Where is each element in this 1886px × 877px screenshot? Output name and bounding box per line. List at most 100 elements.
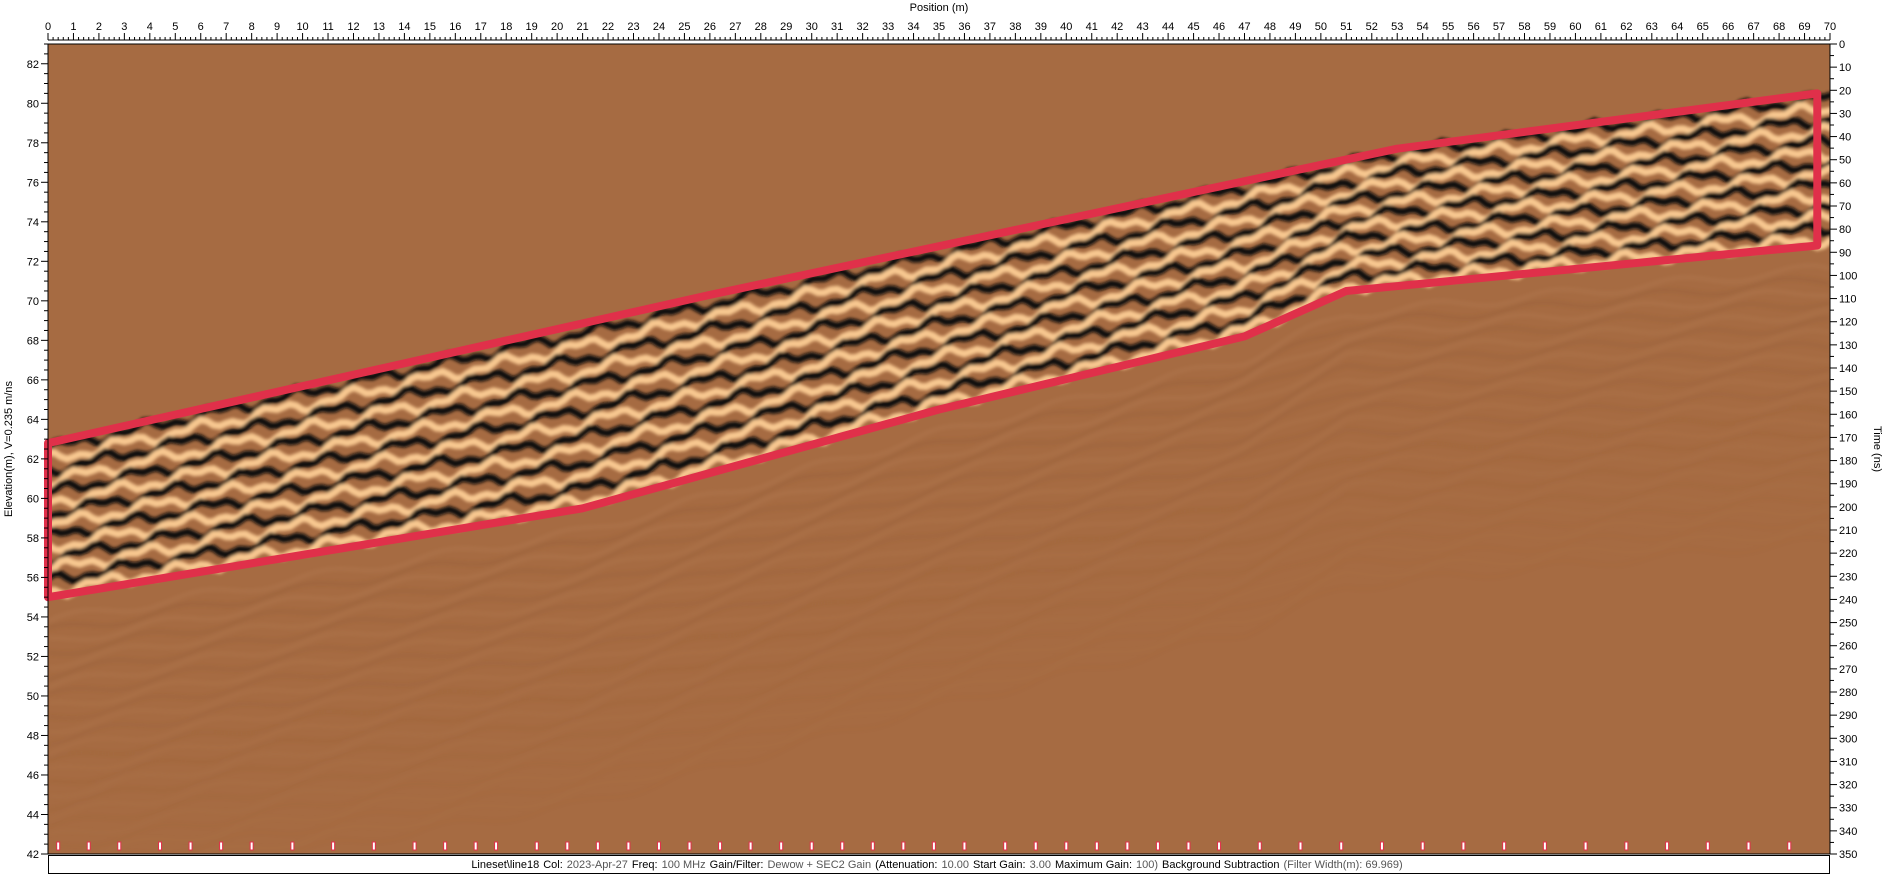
y-right-tick-label: 50 — [1839, 155, 1851, 167]
deep-reflection-line — [48, 484, 1830, 835]
deep-reflection-line — [287, 536, 1830, 854]
y-right-tick-label: 130 — [1839, 340, 1857, 352]
x-tick-label: 2 — [96, 21, 102, 33]
trace-marker — [595, 841, 600, 851]
y-right-tick-label: 220 — [1839, 548, 1857, 560]
y-right-tick-label: 170 — [1839, 432, 1857, 444]
y-right-tick-label: 70 — [1839, 201, 1851, 213]
y-right-tick-label: 280 — [1839, 687, 1857, 699]
deep-reflection-line — [48, 419, 1830, 770]
reflector-stripe — [48, 101, 1830, 463]
deep-reflection-line — [48, 471, 1830, 828]
y-left-tick-label: 72 — [27, 256, 39, 268]
gain-label: Gain/Filter: — [709, 858, 764, 871]
y-right-tick-label: 210 — [1839, 525, 1857, 537]
deep-reflection-line — [48, 441, 1830, 798]
y-right-tick-label: 20 — [1839, 85, 1851, 97]
trace-marker — [1583, 841, 1588, 851]
y-right-tick-label: 200 — [1839, 502, 1857, 514]
trace-marker — [1542, 841, 1547, 851]
file-name: Lineset\line18 — [471, 858, 540, 871]
trace-marker — [412, 841, 417, 851]
attenuation-value: 10.00 — [941, 858, 969, 871]
deep-reflection-line — [48, 496, 1830, 848]
trace-marker — [1420, 841, 1425, 851]
deep-reflection-line — [48, 308, 1830, 669]
x-axis-title: Position (m) — [910, 2, 969, 14]
x-tick-label: 32 — [857, 21, 869, 33]
y-left-tick-label: 42 — [27, 849, 39, 861]
trace-marker — [249, 841, 254, 851]
x-tick-label: 31 — [831, 21, 843, 33]
x-tick-label: 33 — [882, 21, 894, 33]
x-tick-label: 3 — [121, 21, 127, 33]
x-tick-label: 46 — [1213, 21, 1225, 33]
col-label: Col: — [543, 858, 563, 871]
y-left-tick-label: 52 — [27, 651, 39, 663]
y-right-tick-label: 140 — [1839, 363, 1857, 375]
x-tick-label: 43 — [1137, 21, 1149, 33]
x-tick-label: 4 — [147, 21, 153, 33]
x-tick-label: 50 — [1315, 21, 1327, 33]
deep-reflection-line — [96, 507, 1830, 854]
trace-marker — [1125, 841, 1130, 851]
x-tick-label: 10 — [296, 21, 308, 33]
reflector-stripe — [48, 131, 1830, 496]
y-right-tick-label: 300 — [1839, 733, 1857, 745]
trace-marker — [1033, 841, 1038, 851]
x-tick-label: 7 — [223, 21, 229, 33]
trace-marker — [56, 841, 61, 851]
x-tick-label: 62 — [1620, 21, 1632, 33]
x-tick-label: 67 — [1748, 21, 1760, 33]
x-tick-label: 13 — [373, 21, 385, 33]
trace-marker — [371, 841, 376, 851]
deep-reflection-line — [48, 302, 1830, 655]
trace-marker — [494, 841, 499, 851]
x-tick-label: 42 — [1111, 21, 1123, 33]
trace-marker — [1003, 841, 1008, 851]
y-left-tick-label: 44 — [27, 809, 39, 821]
reflector-stripe — [48, 188, 1830, 554]
trace-marker — [687, 841, 692, 851]
y-left-tick-label: 50 — [27, 691, 39, 703]
x-tick-label: 14 — [398, 21, 410, 33]
trace-marker — [565, 841, 570, 851]
x-tick-label: 21 — [576, 21, 588, 33]
trace-marker — [1094, 841, 1099, 851]
gain-value: Dewow + SEC2 Gain — [767, 858, 872, 871]
x-tick-label: 51 — [1340, 21, 1352, 33]
deep-reflection-line — [116, 514, 1830, 854]
x-tick-label: 48 — [1264, 21, 1276, 33]
filter-width-value: (Filter Width(m): 69.969) — [1283, 858, 1403, 871]
y-left-tick-label: 80 — [27, 98, 39, 110]
deep-reflection-line — [48, 432, 1830, 784]
start-gain-label: Start Gain: — [972, 858, 1026, 871]
deep-reflection-line — [48, 459, 1830, 821]
max-gain-label: Maximum Gain: — [1054, 858, 1133, 871]
y-right-tick-label: 60 — [1839, 178, 1851, 190]
x-tick-label: 1 — [70, 21, 76, 33]
reflector-stripe — [48, 121, 1830, 490]
y-left-tick-label: 70 — [27, 296, 39, 308]
trace-marker — [1155, 841, 1160, 851]
trace-marker — [1379, 841, 1384, 851]
x-tick-label: 39 — [1035, 21, 1047, 33]
x-tick-label: 57 — [1493, 21, 1505, 33]
y-right-tick-label: 160 — [1839, 409, 1857, 421]
deep-reflections — [48, 264, 1830, 854]
x-tick-label: 40 — [1060, 21, 1072, 33]
x-tick-label: 63 — [1646, 21, 1658, 33]
trace-marker — [290, 841, 295, 851]
deep-reflection-line — [48, 264, 1830, 622]
y-left-tick-label: 58 — [27, 533, 39, 545]
y-left-tick-label: 54 — [27, 612, 39, 624]
y-left-tick-label: 46 — [27, 770, 39, 782]
y-right-tick-label: 90 — [1839, 247, 1851, 259]
trace-marker — [443, 841, 448, 851]
x-tick-label: 16 — [449, 21, 461, 33]
trace-marker — [1787, 841, 1792, 851]
x-tick-label: 53 — [1391, 21, 1403, 33]
trace-marker — [1624, 841, 1629, 851]
x-tick-label: 56 — [1467, 21, 1479, 33]
